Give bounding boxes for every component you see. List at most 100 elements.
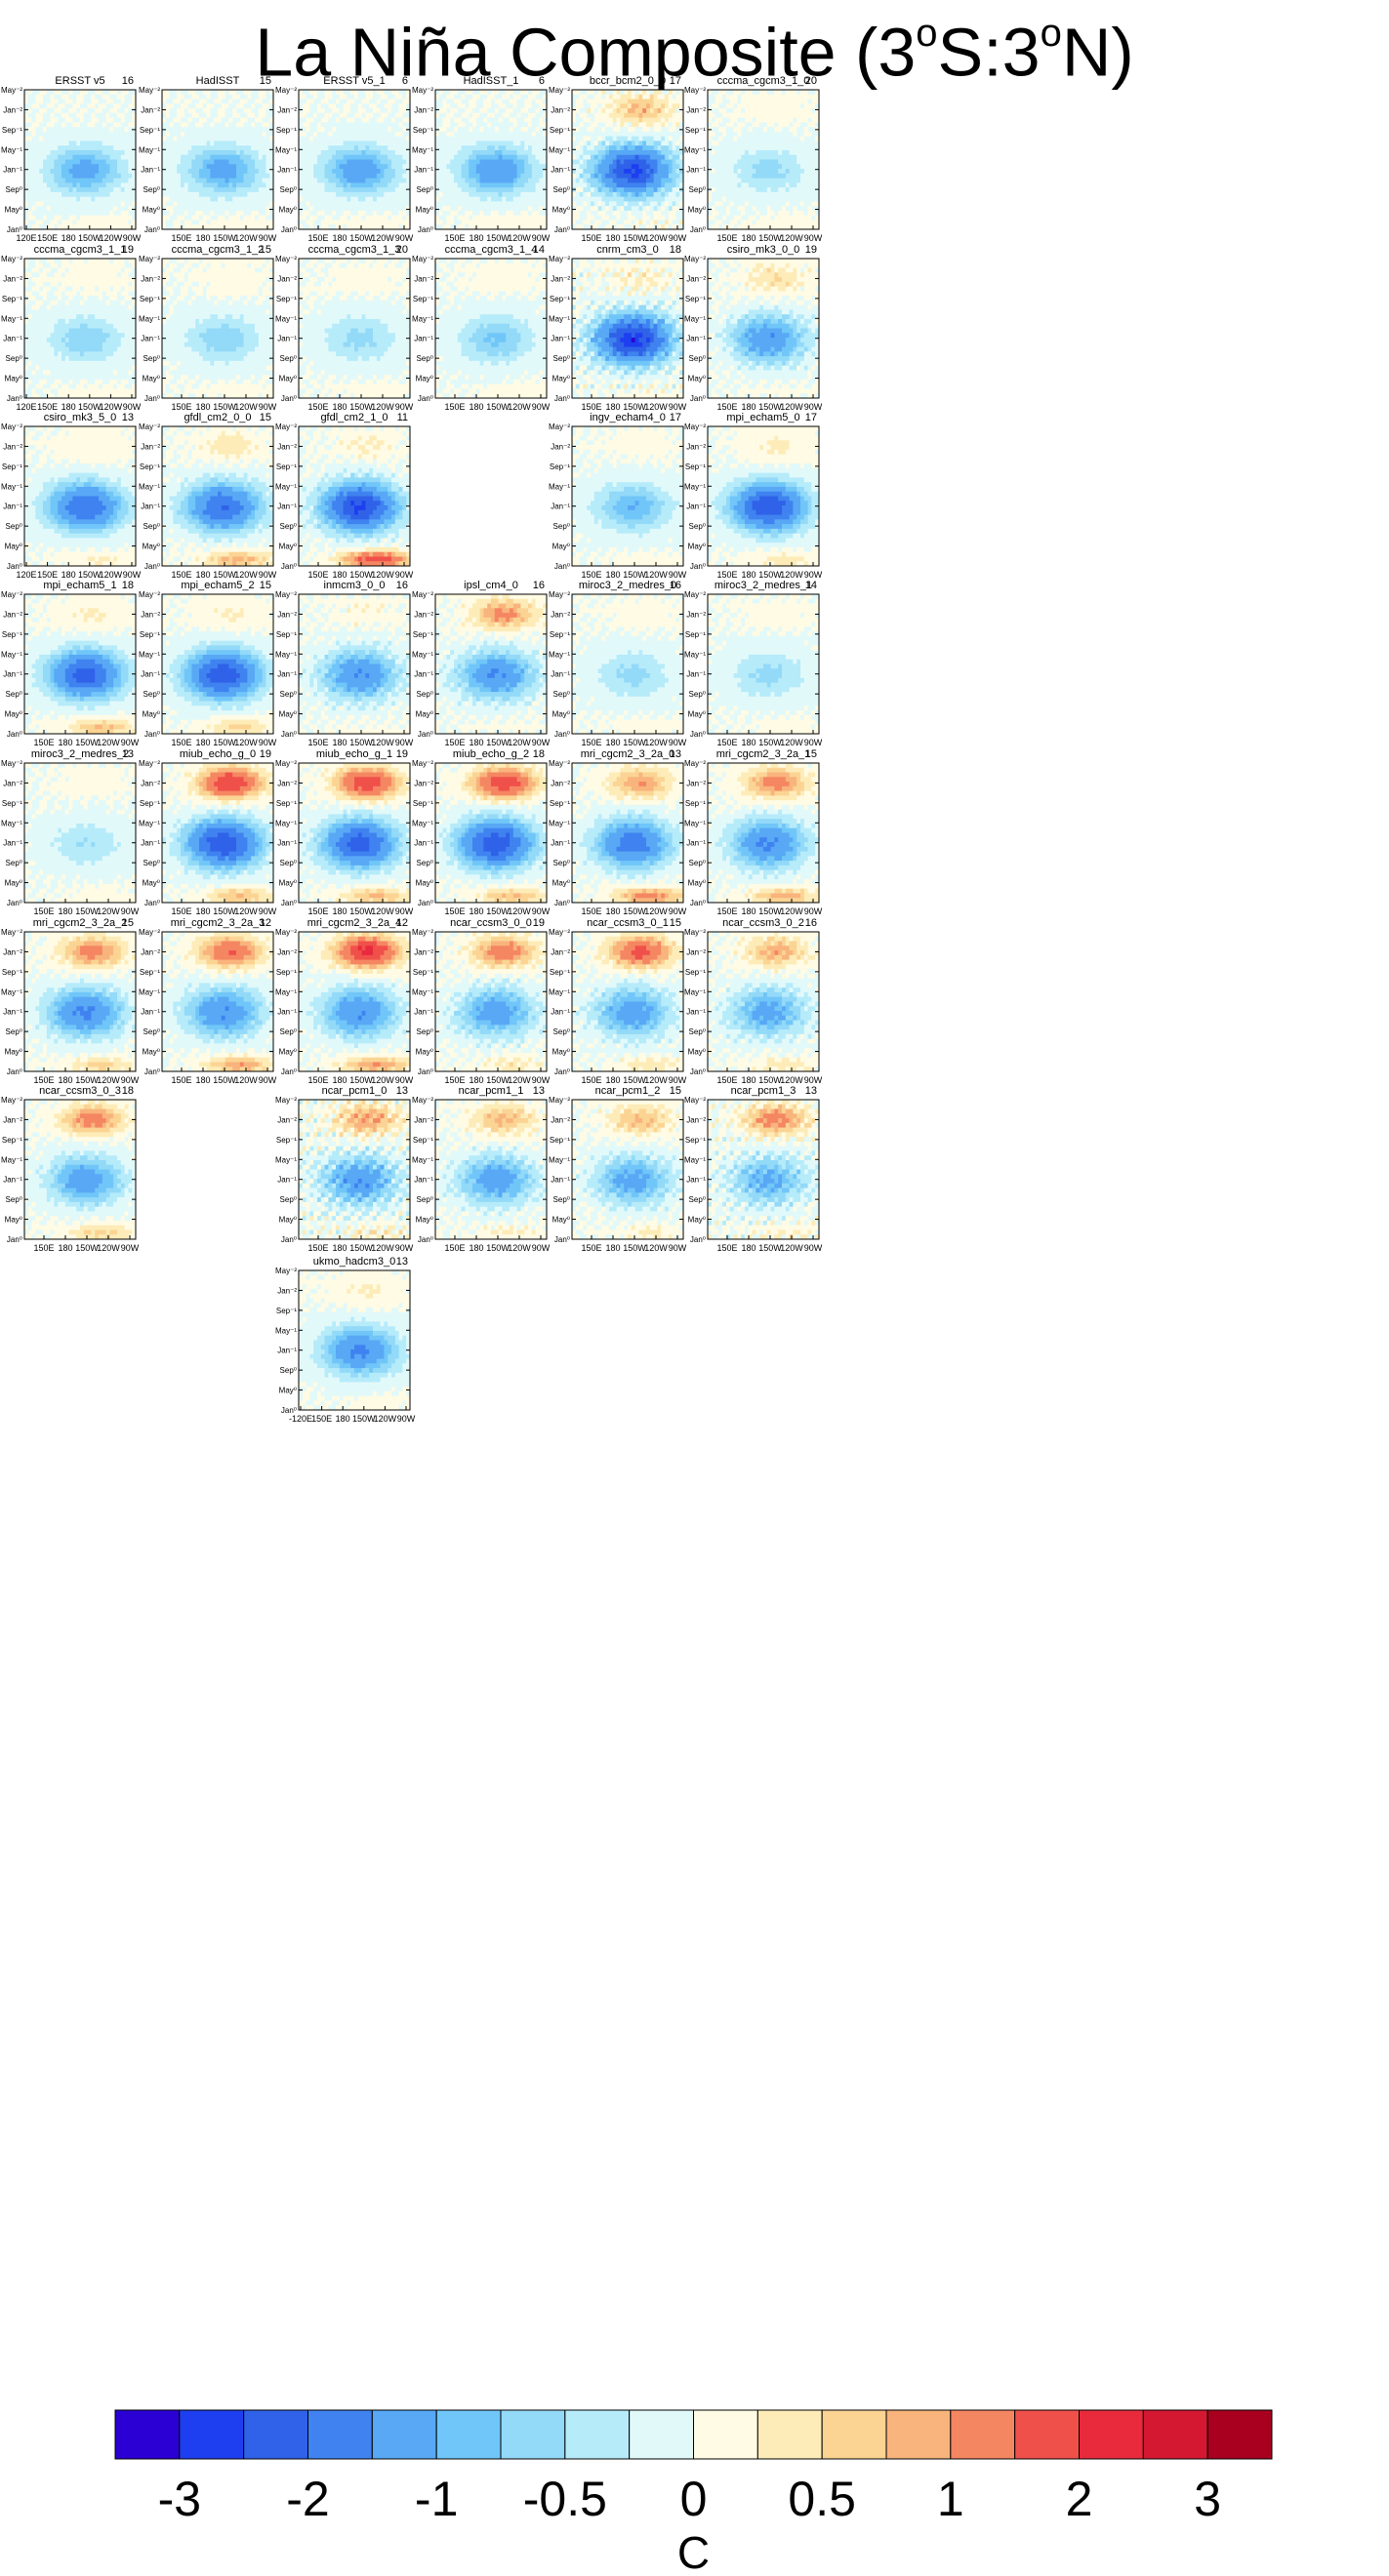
heatmap-cell xyxy=(475,210,480,217)
heatmap-cell xyxy=(483,224,488,230)
heatmap-cell xyxy=(528,154,533,160)
heatmap-cell xyxy=(83,154,88,160)
heatmap-cell xyxy=(365,108,370,114)
heatmap-cell xyxy=(109,210,114,217)
heatmap-cell xyxy=(494,178,499,183)
heatmap-cell xyxy=(472,201,477,207)
heatmap-cell xyxy=(320,108,325,114)
heatmap-cell xyxy=(343,201,347,207)
heatmap-cell xyxy=(31,210,36,217)
heatmap-cell xyxy=(642,187,647,193)
heatmap-cell xyxy=(39,206,44,212)
heatmap-cell xyxy=(262,206,266,212)
heatmap-cell xyxy=(187,210,192,217)
heatmap-cell xyxy=(442,127,447,133)
heatmap-cell xyxy=(105,122,110,128)
heatmap-cell xyxy=(87,159,92,165)
heatmap-cell xyxy=(479,108,484,114)
heatmap-cell xyxy=(649,215,654,221)
heatmap-cell xyxy=(572,149,577,156)
heatmap-cell xyxy=(638,90,643,96)
heatmap-cell xyxy=(169,169,174,175)
heatmap-cell xyxy=(708,117,713,123)
heatmap-cell xyxy=(624,99,629,104)
heatmap-cell xyxy=(394,94,399,100)
heatmap-cell xyxy=(726,122,731,128)
heatmap-cell xyxy=(815,108,820,114)
heatmap-cell xyxy=(302,187,306,193)
heatmap-cell xyxy=(384,169,388,175)
heatmap-cell xyxy=(661,103,666,109)
heatmap-cell xyxy=(232,159,237,165)
heatmap-cell xyxy=(225,187,229,193)
heatmap-cell xyxy=(475,220,480,225)
heatmap-cell xyxy=(120,210,125,217)
heatmap-cell xyxy=(95,178,100,183)
heatmap-cell xyxy=(162,154,167,160)
heatmap-cell xyxy=(99,182,103,188)
heatmap-cell xyxy=(479,169,484,175)
heatmap-cell xyxy=(218,136,223,141)
heatmap-cell xyxy=(120,187,125,193)
heatmap-cell xyxy=(320,149,325,156)
heatmap-cell xyxy=(593,201,598,207)
heatmap-cell xyxy=(324,182,329,188)
heatmap-cell xyxy=(748,127,753,133)
heatmap-cell xyxy=(531,206,536,212)
heatmap-cell xyxy=(442,108,447,114)
heatmap-cell xyxy=(302,210,306,217)
heatmap-cell xyxy=(373,131,378,138)
heatmap-cell xyxy=(102,206,106,212)
heatmap-cell xyxy=(446,178,451,183)
heatmap-cell xyxy=(646,94,651,100)
heatmap-cell xyxy=(528,173,533,179)
heatmap-cell xyxy=(61,108,66,114)
heatmap-cell xyxy=(398,224,403,230)
heatmap-cell xyxy=(502,94,507,100)
heatmap-cell xyxy=(332,103,337,109)
heatmap-cell xyxy=(76,127,81,133)
heatmap-cell xyxy=(435,159,440,165)
heatmap-cell xyxy=(251,90,256,96)
heatmap-cell xyxy=(583,224,588,230)
heatmap-cell xyxy=(649,94,654,100)
heatmap-cell xyxy=(491,215,496,221)
heatmap-cell xyxy=(184,103,188,109)
heatmap-cell xyxy=(324,196,329,202)
heatmap-cell xyxy=(803,103,808,109)
heatmap-cell xyxy=(258,206,263,212)
heatmap-cell xyxy=(454,182,459,188)
heatmap-cell xyxy=(516,169,521,175)
heatmap-cell xyxy=(31,201,36,207)
heatmap-cell xyxy=(247,103,252,109)
heatmap-cell xyxy=(206,178,211,183)
heatmap-cell xyxy=(483,127,488,133)
heatmap-cell xyxy=(512,206,517,212)
heatmap-cell xyxy=(454,94,459,100)
heatmap-cell xyxy=(251,159,256,165)
heatmap-cell xyxy=(87,103,92,109)
heatmap-cell xyxy=(61,99,66,104)
heatmap-cell xyxy=(800,122,805,128)
heatmap-cell xyxy=(535,182,540,188)
heatmap-cell xyxy=(406,215,411,221)
heatmap-cell xyxy=(350,122,355,128)
heatmap-cell xyxy=(225,127,229,133)
heatmap-cell xyxy=(354,154,359,160)
heatmap-cell xyxy=(181,187,185,193)
heatmap-cell xyxy=(218,196,223,202)
heatmap-cell xyxy=(83,127,88,133)
heatmap-cell xyxy=(369,122,374,128)
heatmap-cell xyxy=(221,201,225,207)
heatmap-cell xyxy=(50,127,55,133)
heatmap-cell xyxy=(64,173,69,179)
heatmap-cell xyxy=(535,145,540,151)
heatmap-cell xyxy=(365,210,370,217)
heatmap-cell xyxy=(328,112,333,118)
heatmap-cell xyxy=(120,122,125,128)
heatmap-cell xyxy=(95,206,100,212)
heatmap-cell xyxy=(76,196,81,202)
heatmap-cell xyxy=(313,196,318,202)
heatmap-cell xyxy=(43,224,48,230)
heatmap-cell xyxy=(269,159,274,165)
